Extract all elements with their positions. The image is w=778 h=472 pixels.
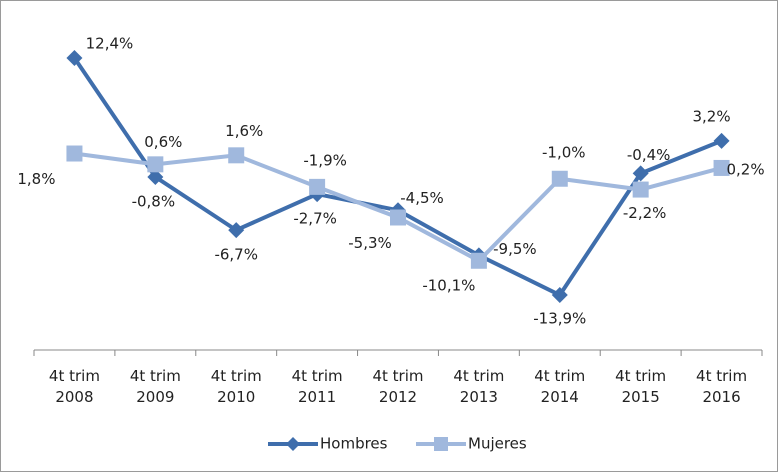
marker [66,145,83,162]
data-label: 3,2% [693,107,731,125]
x-tick-label: 4t trim 2009 [129,367,181,406]
marker [713,159,730,176]
data-label: -1,0% [542,143,586,161]
x-tick-label: 4t trim 2010 [210,367,262,406]
data-label: -0,8% [132,192,176,210]
x-tick-label: 4t trim 2015 [615,367,667,406]
marker [551,287,568,303]
data-label: -5,3% [348,234,392,252]
legend-label: Mujeres [468,435,527,453]
data-label: -2,7% [293,210,337,228]
series-line [72,56,723,298]
data-label: -2,2% [623,204,667,222]
data-label: -0,4% [627,146,671,164]
legend-label: Hombres [320,435,388,453]
legend-marker [434,437,448,451]
x-tick-label: 4t trim 2011 [291,367,343,406]
x-tick-label: 4t trim 2008 [48,367,100,406]
data-label: -9,5% [493,240,537,258]
data-label: -1,9% [303,151,347,169]
marker [147,156,164,173]
data-label: 1,8% [17,170,55,188]
x-tick-label: 4t trim 2016 [696,367,748,406]
marker [228,222,245,239]
data-label: -10,1% [422,276,475,294]
marker [309,178,326,195]
marker [551,170,568,187]
x-tick-label: 4t trim 2012 [372,367,424,406]
data-label: 0,6% [144,133,182,151]
data-label: -13,9% [533,310,586,328]
data-label: 1,6% [225,122,263,140]
x-tick-label: 4t trim 2013 [453,367,505,406]
data-label: 0,2% [727,160,765,178]
marker [632,181,649,198]
marker [66,50,83,66]
data-label: -6,7% [214,246,258,264]
marker [147,168,164,185]
marker [713,132,730,149]
legend-marker [286,437,300,451]
marker [390,209,406,226]
marker [470,252,487,269]
x-tick-label: 4t trim 2014 [534,367,586,406]
data-label: 12,4% [86,35,134,53]
marker [228,147,245,164]
data-label: -4,5% [400,189,444,207]
marker [632,165,649,182]
